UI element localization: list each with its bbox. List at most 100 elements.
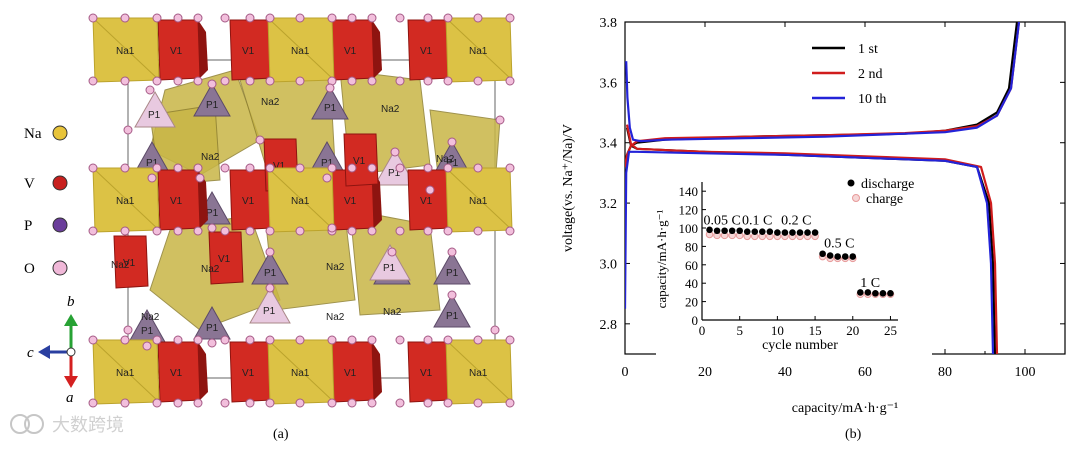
o-atom [265, 13, 275, 23]
o-atom [395, 163, 405, 173]
x-tick-label: 60 [858, 365, 872, 380]
o-atom [473, 398, 483, 408]
v-octahedron-side [372, 20, 382, 78]
discharge-point [789, 229, 796, 236]
na2-label: Na2 [326, 262, 345, 273]
axes-origin [66, 347, 76, 357]
o-atom [295, 13, 305, 23]
na1-label: Na1 [291, 196, 310, 207]
o-atom [245, 226, 255, 236]
v-octahedron [343, 133, 379, 187]
o-atom [88, 76, 98, 86]
o-atom [390, 147, 400, 157]
v1-label: V1 [242, 46, 255, 57]
p1-label: P1 [206, 100, 219, 111]
discharge-point [751, 228, 759, 235]
o-atom [347, 163, 357, 173]
legend-swatch-v [52, 175, 68, 191]
na2-label: Na2 [111, 260, 130, 271]
v1-label: V1 [420, 368, 433, 379]
o-atom [443, 76, 453, 86]
inset-legend-charge-marker [852, 194, 860, 202]
o-atom [265, 163, 275, 173]
o-atom [193, 163, 203, 173]
discharge-point [774, 229, 781, 236]
o-atom [265, 76, 275, 86]
o-atom [295, 163, 305, 173]
x-tick-label: 20 [698, 365, 712, 380]
o-atom [245, 335, 255, 345]
y-tick-label: 3.6 [600, 76, 618, 91]
x-tick-label: 0 [622, 365, 629, 380]
v1-label: V1 [170, 196, 183, 207]
panel-b-caption: (b) [845, 427, 862, 442]
o-atom [173, 163, 183, 173]
crystal-structure-drawing: P1P1P1P1P1P1P1P1P1P1P1P1P1P1P1P1P1V1V1V1… [88, 13, 515, 408]
o-atom [490, 325, 500, 335]
x-tick-label: 100 [1015, 365, 1036, 380]
o-atom [443, 226, 453, 236]
v-octahedron-side [372, 342, 382, 400]
o-atom [505, 335, 515, 345]
o-atom [193, 226, 203, 236]
v1-label: V1 [242, 368, 255, 379]
o-atom [447, 290, 457, 300]
o-atom [443, 335, 453, 345]
o-atom [327, 398, 337, 408]
c-axis-label: c [27, 345, 34, 361]
discharge-point [841, 253, 849, 260]
watermark-text: 大数跨境 [52, 415, 124, 435]
o-atom [245, 398, 255, 408]
o-atom [347, 13, 357, 23]
curves [625, 22, 1021, 354]
o-atom [220, 226, 230, 236]
o-atom [120, 398, 130, 408]
o-atom [505, 163, 515, 173]
o-atom [505, 398, 515, 408]
p1-label: P1 [206, 323, 219, 334]
main-x-axis-label: capacity/mA·h·g⁻¹ [792, 401, 898, 416]
discharge-point [736, 227, 743, 235]
axes-triad: b c a [27, 294, 78, 406]
na2-label: Na2 [383, 307, 402, 318]
inset-x-tick-label: 15 [809, 323, 822, 338]
na2-label: Na2 [381, 104, 400, 115]
inset-x-tick-label: 25 [884, 323, 897, 338]
o-atom [88, 163, 98, 173]
p1-label: P1 [206, 208, 219, 219]
o-atom [220, 76, 230, 86]
p1-label: P1 [446, 268, 459, 279]
na1-label: Na1 [291, 46, 310, 57]
v1-label: V1 [353, 156, 366, 167]
watermark-logo-icon [24, 414, 44, 434]
inset-x-tick-label: 10 [771, 323, 784, 338]
p-tetrahedron-light [249, 286, 291, 324]
p1-label: P1 [324, 103, 337, 114]
v1-label: V1 [170, 368, 183, 379]
inset-y-tick-label: 120 [679, 203, 699, 218]
discharge-point [721, 227, 728, 235]
b-axis-label: b [67, 294, 75, 310]
na2-label: Na2 [261, 97, 280, 108]
o-atom [425, 185, 435, 195]
o-atom [395, 226, 405, 236]
y-tick-label: 3.2 [600, 197, 618, 212]
inset-legend-discharge-label: discharge [861, 177, 914, 192]
o-atom [395, 13, 405, 23]
legend-label-o: O [24, 261, 35, 277]
o-atom [387, 247, 397, 257]
inset-x-tick-label: 20 [846, 323, 859, 338]
o-atom [173, 13, 183, 23]
o-atom [88, 398, 98, 408]
v1-label: V1 [344, 196, 357, 207]
o-atom [220, 398, 230, 408]
o-atom [193, 13, 203, 23]
na1-label: Na1 [469, 46, 488, 57]
na1-label: Na1 [116, 196, 135, 207]
panel-a-caption: (a) [273, 427, 289, 442]
y-tick-label: 3.4 [600, 137, 618, 152]
v-octahedron-side [198, 20, 208, 78]
discharge-point [857, 289, 864, 296]
y-tick-label: 2.8 [600, 318, 618, 333]
o-atom [207, 79, 217, 89]
